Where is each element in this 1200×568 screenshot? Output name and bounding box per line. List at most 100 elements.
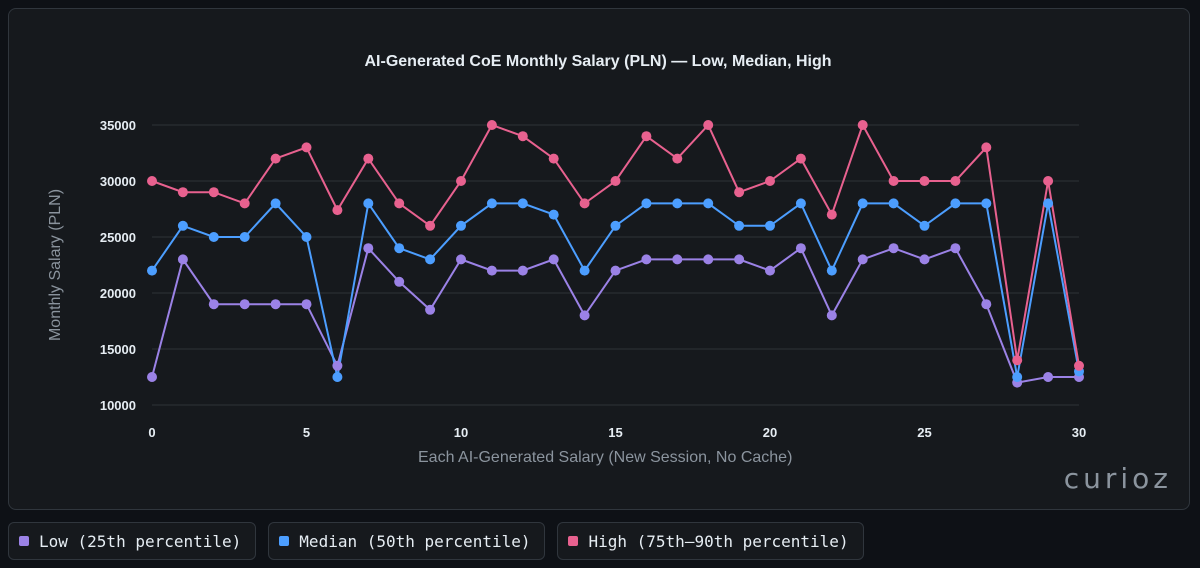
data-point[interactable] (239, 232, 250, 242)
data-point[interactable] (332, 360, 343, 371)
data-point[interactable] (363, 243, 374, 254)
data-point[interactable] (147, 176, 157, 186)
data-point[interactable] (703, 254, 714, 265)
data-point[interactable] (734, 187, 745, 198)
data-point[interactable] (1074, 360, 1084, 371)
data-point[interactable] (363, 198, 374, 209)
data-point[interactable] (394, 276, 405, 287)
data-point[interactable] (641, 198, 652, 209)
data-point[interactable] (1043, 176, 1054, 186)
data-point[interactable] (177, 187, 188, 198)
legend-item[interactable]: High (75th–90th percentile) (557, 522, 864, 560)
data-point[interactable] (147, 372, 157, 382)
data-point[interactable] (1012, 355, 1023, 366)
data-point[interactable] (610, 265, 621, 276)
data-point[interactable] (425, 220, 436, 231)
data-point[interactable] (795, 243, 806, 254)
data-point[interactable] (795, 198, 806, 209)
data-point[interactable] (270, 198, 281, 209)
data-point[interactable] (208, 299, 219, 310)
data-point[interactable] (641, 131, 652, 142)
data-point[interactable] (177, 254, 188, 265)
data-point[interactable] (765, 176, 775, 186)
legend-item[interactable]: Low (25th percentile) (8, 522, 257, 560)
data-point[interactable] (270, 153, 281, 164)
y-tick-label: 15000 (100, 342, 136, 357)
data-point[interactable] (456, 176, 466, 186)
data-point[interactable] (363, 153, 374, 164)
data-point[interactable] (888, 198, 899, 209)
data-point[interactable] (517, 265, 528, 276)
data-point[interactable] (826, 209, 837, 220)
x-tick-label: 30 (1072, 425, 1086, 440)
data-point[interactable] (734, 254, 745, 265)
data-point[interactable] (394, 243, 405, 254)
data-point[interactable] (641, 254, 652, 265)
data-point[interactable] (486, 120, 497, 130)
data-point[interactable] (517, 198, 528, 209)
x-tick-label: 25 (917, 425, 931, 440)
data-point[interactable] (981, 198, 992, 209)
data-point[interactable] (734, 220, 745, 231)
data-point[interactable] (579, 310, 590, 321)
data-point[interactable] (765, 220, 775, 231)
data-point[interactable] (486, 265, 497, 276)
data-point[interactable] (950, 243, 961, 254)
data-point[interactable] (888, 243, 899, 254)
data-point[interactable] (177, 220, 188, 231)
data-point[interactable] (857, 198, 868, 209)
data-point[interactable] (1012, 372, 1023, 382)
data-point[interactable] (239, 198, 250, 209)
data-point[interactable] (486, 198, 497, 209)
data-point[interactable] (826, 310, 837, 321)
data-point[interactable] (332, 205, 343, 216)
y-tick-label: 35000 (100, 118, 136, 133)
data-point[interactable] (239, 299, 250, 310)
data-point[interactable] (672, 153, 683, 164)
data-point[interactable] (425, 304, 436, 315)
data-point[interactable] (610, 176, 621, 186)
data-point[interactable] (919, 176, 930, 186)
data-point[interactable] (456, 220, 466, 231)
data-point[interactable] (208, 187, 219, 198)
data-point[interactable] (919, 220, 930, 231)
data-point[interactable] (826, 265, 837, 276)
data-point[interactable] (301, 142, 312, 153)
data-point[interactable] (147, 265, 157, 276)
data-point[interactable] (548, 153, 559, 164)
data-point[interactable] (950, 176, 961, 186)
data-point[interactable] (270, 299, 281, 310)
data-point[interactable] (208, 232, 219, 242)
data-point[interactable] (703, 198, 714, 209)
data-point[interactable] (548, 254, 559, 265)
data-point[interactable] (1043, 198, 1054, 209)
data-point[interactable] (610, 220, 621, 231)
chart-card (8, 8, 1190, 510)
legend-swatch (19, 536, 29, 546)
data-point[interactable] (1043, 372, 1054, 382)
data-point[interactable] (857, 254, 868, 265)
data-point[interactable] (301, 232, 312, 242)
data-point[interactable] (950, 198, 961, 209)
legend-swatch (279, 536, 290, 546)
data-point[interactable] (456, 254, 466, 265)
data-point[interactable] (548, 209, 559, 220)
data-point[interactable] (579, 198, 590, 209)
data-point[interactable] (672, 198, 683, 209)
data-point[interactable] (394, 198, 405, 209)
data-point[interactable] (672, 254, 683, 265)
data-point[interactable] (765, 265, 775, 276)
data-point[interactable] (332, 372, 343, 382)
data-point[interactable] (857, 120, 868, 130)
legend-item[interactable]: Median (50th percentile) (268, 522, 546, 560)
data-point[interactable] (795, 153, 806, 164)
data-point[interactable] (888, 176, 899, 186)
data-point[interactable] (425, 254, 436, 265)
data-point[interactable] (301, 299, 312, 310)
data-point[interactable] (579, 265, 590, 276)
data-point[interactable] (919, 254, 930, 265)
data-point[interactable] (981, 299, 992, 310)
data-point[interactable] (517, 131, 528, 142)
data-point[interactable] (703, 120, 714, 130)
data-point[interactable] (981, 142, 992, 153)
